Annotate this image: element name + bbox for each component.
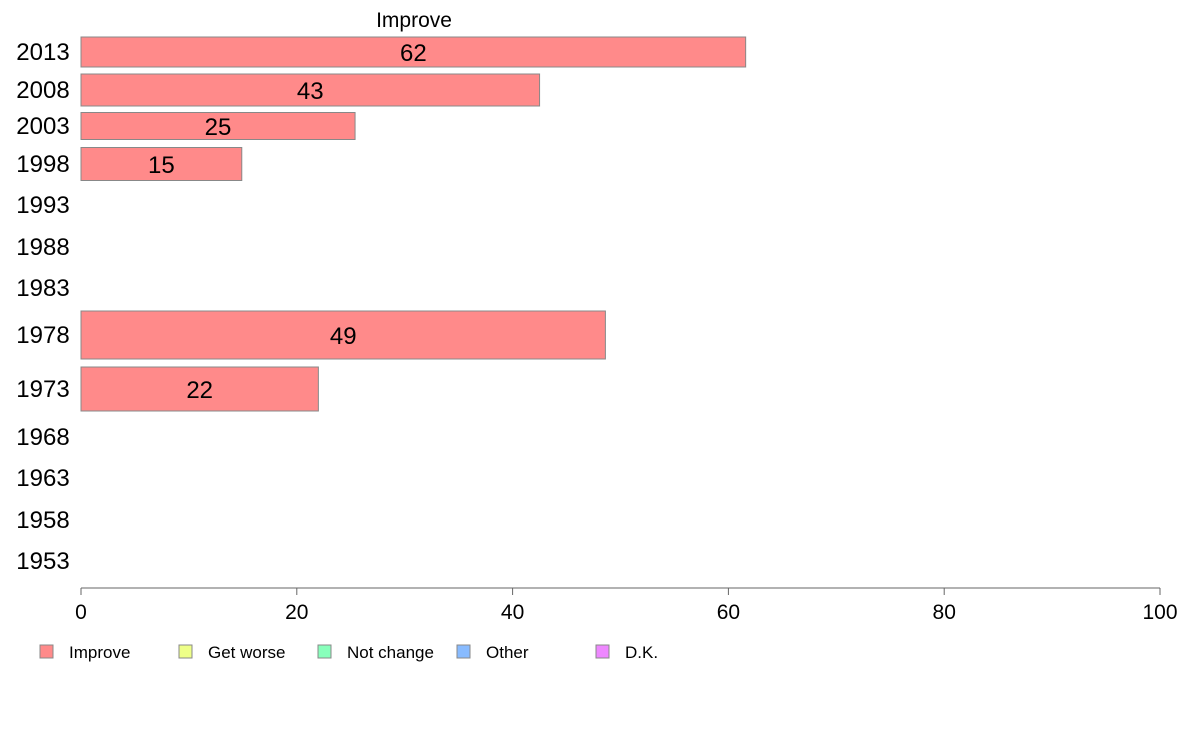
bar-value-label-1978: 49 xyxy=(330,323,357,350)
category-label-1953: 1953 xyxy=(16,548,69,575)
category-label-2013: 2013 xyxy=(16,39,69,66)
category-label-1968: 1968 xyxy=(16,424,69,451)
bar-2008 xyxy=(80,73,541,107)
legend-swatch-get-worse xyxy=(178,644,193,659)
category-label-2008: 2008 xyxy=(16,77,69,104)
category-label-1983: 1983 xyxy=(16,275,69,302)
category-label-1978: 1978 xyxy=(16,322,69,349)
category-label-1988: 1988 xyxy=(16,234,69,261)
category-label-1963: 1963 xyxy=(16,465,69,492)
bar-2003 xyxy=(80,112,356,140)
x-tick-label-100: 100 xyxy=(1142,601,1177,624)
legend-swatch-d-k xyxy=(595,644,610,659)
legend-label-improve: Improve xyxy=(69,643,130,662)
legend-label-not-change: Not change xyxy=(347,643,434,662)
x-tick-label-20: 20 xyxy=(285,601,308,624)
bar-1978 xyxy=(80,310,606,360)
x-tick-label-40: 40 xyxy=(501,601,524,624)
legend-label-get-worse: Get worse xyxy=(208,643,285,662)
x-tick-label-60: 60 xyxy=(717,601,740,624)
x-tick-label-0: 0 xyxy=(75,601,87,624)
bar-value-label-2003: 25 xyxy=(205,114,232,141)
category-label-1998: 1998 xyxy=(16,151,69,178)
legend-swatch-improve xyxy=(39,644,54,659)
x-axis: 0 20 40 60 80 100 xyxy=(75,587,1178,624)
category-label-1993: 1993 xyxy=(16,192,69,219)
bar-2013 xyxy=(80,36,747,68)
bar-value-label-2013: 62 xyxy=(400,40,427,67)
category-label-2003: 2003 xyxy=(16,113,69,140)
legend-swatch-other xyxy=(456,644,471,659)
legend: Improve Get worse Not change Other D.K. xyxy=(39,643,658,662)
bars-group: 62 43 25 15 49 22 xyxy=(80,36,747,412)
category-label-1958: 1958 xyxy=(16,507,69,534)
bar-1998 xyxy=(80,147,243,181)
chart-title: Improve xyxy=(376,9,452,32)
legend-label-other: Other xyxy=(486,643,529,662)
x-tick-label-80: 80 xyxy=(933,601,956,624)
category-labels: 2013 2008 2003 1998 1993 1988 1983 1978 1973 1968… xyxy=(16,39,69,575)
category-label-1973: 1973 xyxy=(16,376,69,403)
bar-value-label-2008: 43 xyxy=(297,78,324,105)
legend-swatch-not-change xyxy=(317,644,332,659)
legend-label-d-k: D.K. xyxy=(625,643,658,662)
bar-1973 xyxy=(80,366,319,412)
bar-value-label-1998: 15 xyxy=(148,152,175,179)
bar-value-label-1973: 22 xyxy=(186,377,213,404)
